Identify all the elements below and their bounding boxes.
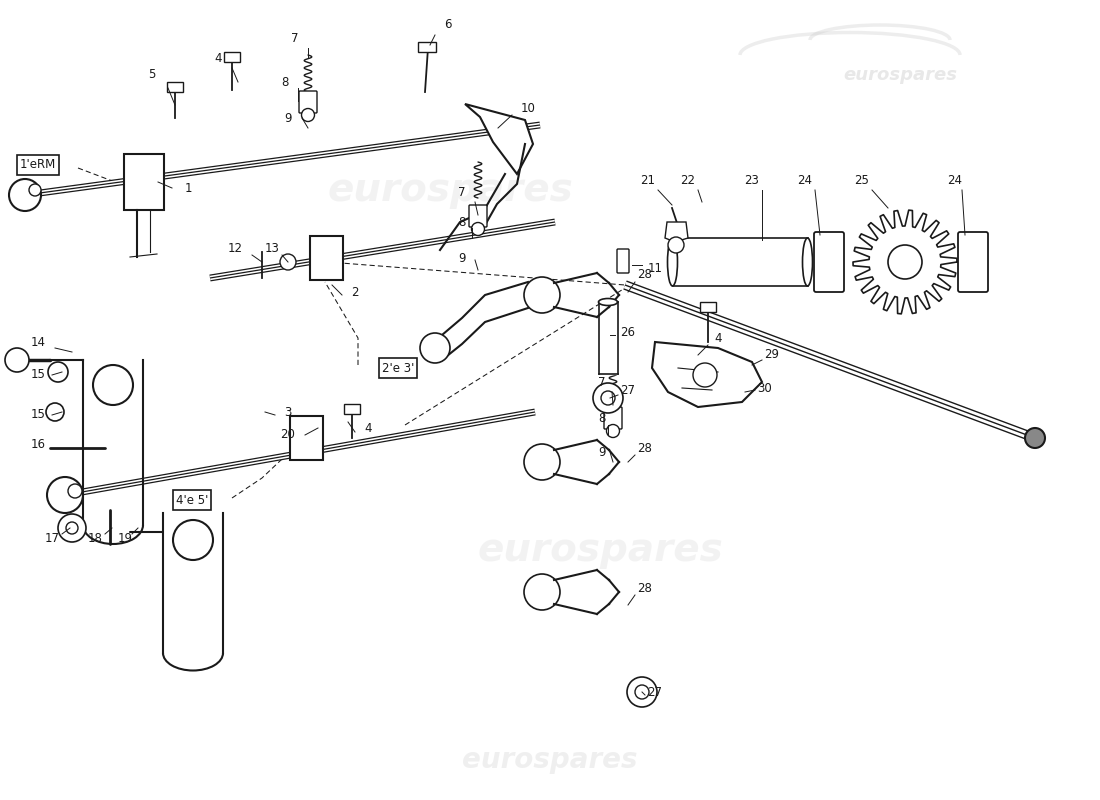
Polygon shape (418, 42, 436, 52)
Text: 11: 11 (648, 262, 662, 274)
Circle shape (173, 520, 213, 560)
Circle shape (6, 348, 29, 372)
Text: eurospares: eurospares (843, 66, 957, 84)
Text: 16: 16 (31, 438, 45, 451)
Text: 13: 13 (265, 242, 279, 254)
Text: 15: 15 (31, 409, 45, 422)
Polygon shape (167, 82, 183, 92)
Text: 6: 6 (444, 18, 452, 31)
Text: 4: 4 (364, 422, 372, 434)
Circle shape (606, 425, 619, 438)
Text: eurospares: eurospares (327, 171, 573, 209)
Text: 2: 2 (351, 286, 359, 298)
Circle shape (524, 444, 560, 480)
Text: 24: 24 (798, 174, 813, 186)
Text: 4: 4 (214, 51, 222, 65)
Circle shape (29, 184, 41, 196)
Text: 4'e 5': 4'e 5' (176, 494, 208, 506)
Text: 1: 1 (185, 182, 191, 194)
Circle shape (68, 484, 82, 498)
Circle shape (301, 109, 315, 122)
Circle shape (472, 222, 484, 235)
Text: 2'e 3': 2'e 3' (382, 362, 415, 374)
Circle shape (668, 237, 684, 253)
Text: 10: 10 (520, 102, 536, 114)
Text: 8: 8 (282, 75, 288, 89)
Circle shape (635, 685, 649, 699)
Text: 19: 19 (118, 531, 132, 545)
FancyBboxPatch shape (617, 249, 629, 273)
Circle shape (47, 477, 82, 513)
Polygon shape (224, 52, 240, 62)
Circle shape (888, 245, 922, 279)
Text: 9: 9 (284, 111, 292, 125)
Polygon shape (344, 404, 360, 414)
Ellipse shape (803, 238, 813, 286)
Polygon shape (652, 342, 762, 407)
Circle shape (66, 522, 78, 534)
Circle shape (593, 383, 623, 413)
Text: eurospares: eurospares (462, 746, 638, 774)
FancyBboxPatch shape (299, 91, 317, 113)
Text: eurospares: eurospares (477, 531, 723, 569)
Text: 27: 27 (620, 383, 636, 397)
Circle shape (601, 391, 615, 405)
Polygon shape (852, 210, 957, 314)
Text: 27: 27 (648, 686, 662, 698)
Text: 5: 5 (148, 69, 156, 82)
Polygon shape (666, 222, 688, 242)
Circle shape (693, 363, 717, 387)
Text: 12: 12 (228, 242, 242, 254)
Text: 7: 7 (459, 186, 465, 198)
Text: 28: 28 (638, 442, 652, 454)
FancyBboxPatch shape (604, 407, 622, 429)
Text: 28: 28 (638, 582, 652, 594)
Circle shape (94, 365, 133, 405)
Circle shape (627, 677, 657, 707)
Circle shape (58, 514, 86, 542)
Text: 18: 18 (88, 531, 102, 545)
Text: 9: 9 (459, 251, 465, 265)
Text: 22: 22 (681, 174, 695, 186)
Text: 26: 26 (620, 326, 636, 338)
Ellipse shape (598, 298, 617, 306)
Polygon shape (310, 236, 343, 280)
Circle shape (524, 277, 560, 313)
FancyBboxPatch shape (469, 205, 487, 227)
Text: 24: 24 (947, 174, 962, 186)
Text: 3: 3 (284, 406, 292, 418)
FancyBboxPatch shape (814, 232, 844, 292)
Text: 1'eRM: 1'eRM (20, 158, 56, 171)
Text: 9: 9 (598, 446, 606, 458)
Text: 15: 15 (31, 369, 45, 382)
Polygon shape (700, 302, 716, 312)
Circle shape (280, 254, 296, 270)
Text: 8: 8 (459, 215, 465, 229)
Circle shape (420, 333, 450, 363)
Text: 29: 29 (764, 349, 780, 362)
Text: 4: 4 (714, 331, 722, 345)
Circle shape (9, 179, 41, 211)
Text: 20: 20 (280, 429, 296, 442)
Text: 17: 17 (44, 531, 59, 545)
Text: 28: 28 (638, 269, 652, 282)
Polygon shape (465, 104, 534, 174)
Text: 14: 14 (31, 335, 45, 349)
Polygon shape (124, 154, 164, 210)
Circle shape (1025, 428, 1045, 448)
Ellipse shape (668, 238, 678, 286)
Text: 7: 7 (598, 375, 606, 389)
Text: 25: 25 (855, 174, 869, 186)
Polygon shape (290, 416, 323, 460)
Text: 21: 21 (640, 174, 656, 186)
Text: 8: 8 (598, 411, 606, 425)
Circle shape (524, 574, 560, 610)
Text: 23: 23 (745, 174, 759, 186)
Text: 30: 30 (758, 382, 772, 394)
Text: 7: 7 (292, 31, 299, 45)
FancyBboxPatch shape (958, 232, 988, 292)
